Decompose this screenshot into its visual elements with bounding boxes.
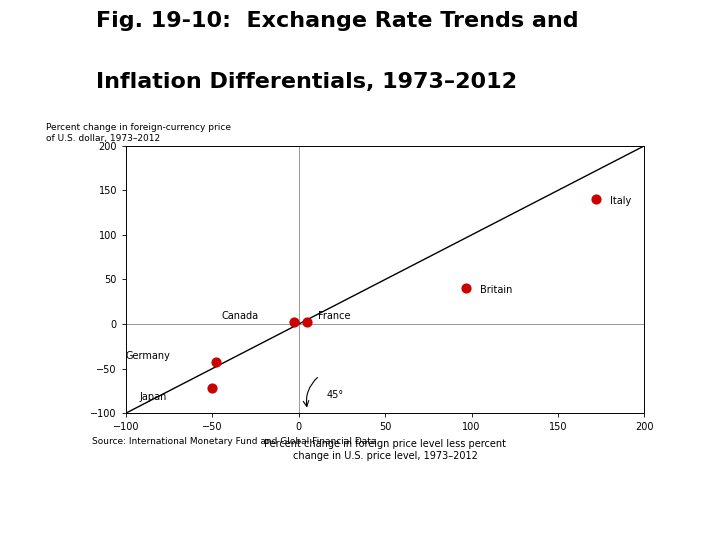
Point — [207, 384, 218, 393]
Text: $: $ — [21, 40, 62, 97]
Text: Germany: Germany — [126, 351, 171, 361]
Text: 19-60: 19-60 — [677, 503, 709, 512]
Point — [302, 318, 313, 327]
Point — [590, 195, 602, 204]
Point — [288, 318, 300, 327]
Text: Canada: Canada — [221, 311, 258, 321]
Point — [461, 284, 472, 293]
Point — [210, 358, 222, 367]
Text: 45°: 45° — [326, 390, 343, 400]
Text: Inflation Differentials, 1973–2012: Inflation Differentials, 1973–2012 — [96, 72, 516, 92]
Text: Percent change in foreign-currency price
of U.S. dollar, 1973–2012: Percent change in foreign-currency price… — [45, 123, 230, 143]
Text: Copyright © 2015 Pearson Education, Inc. All rights reserved.: Copyright © 2015 Pearson Education, Inc.… — [11, 503, 355, 512]
Text: Fig. 19-10:  Exchange Rate Trends and: Fig. 19-10: Exchange Rate Trends and — [96, 11, 578, 31]
Text: Source: International Monetary Fund and Global Financial Data.: Source: International Monetary Fund and … — [92, 437, 379, 446]
Text: Japan: Japan — [140, 392, 167, 402]
X-axis label: Percent change in foreign price level less percent
change in U.S. price level, 1: Percent change in foreign price level le… — [264, 439, 506, 461]
Text: Italy: Italy — [610, 196, 631, 206]
Text: Britain: Britain — [480, 285, 513, 295]
Text: France: France — [318, 311, 351, 321]
